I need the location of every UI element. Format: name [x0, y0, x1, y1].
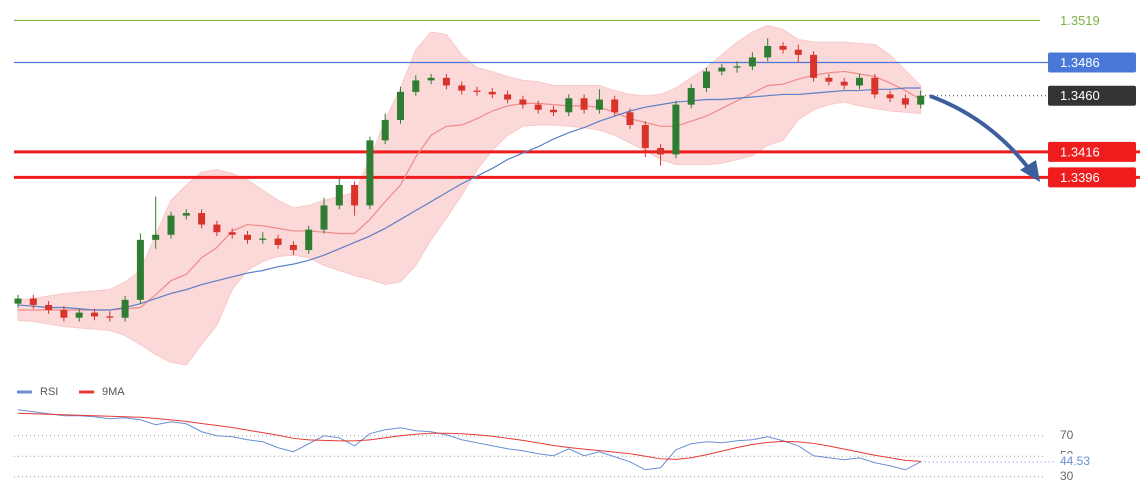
candle-body: [672, 104, 680, 155]
candle-body: [595, 99, 603, 110]
candle-body: [641, 125, 649, 148]
arrow-head: [1020, 160, 1040, 182]
moving-average: [17, 87, 921, 311]
level-label-box: [1048, 141, 1136, 162]
candle-body: [565, 98, 573, 113]
candle-body: [733, 66, 741, 68]
candle-body: [381, 119, 389, 141]
candle-body: [840, 81, 848, 86]
candle-body: [580, 98, 588, 110]
level-label: 1.3486: [1060, 55, 1100, 70]
level-label-box: [1048, 52, 1136, 73]
candle-body: [473, 90, 481, 92]
candle-body: [320, 205, 328, 230]
candle-body: [442, 77, 450, 86]
candle-body: [810, 54, 818, 78]
level-label: 1.3519: [1060, 13, 1100, 28]
plot: 1.35191.34861.34601.34161.3396305070RSI9…: [14, 13, 1140, 483]
level-label-box: [1048, 167, 1136, 188]
level-label-box: [1048, 85, 1136, 106]
candle-body: [748, 57, 756, 67]
y-tick-label: 30: [1060, 469, 1074, 483]
candle-body: [779, 45, 787, 50]
candle-body: [305, 229, 313, 251]
candle-body: [825, 77, 833, 82]
current-value-label: 44.53: [1060, 454, 1090, 468]
candle-body: [351, 185, 359, 206]
candle-body: [136, 239, 144, 300]
candle-body: [45, 304, 53, 311]
candle-body: [152, 234, 160, 240]
candle-body: [289, 244, 297, 251]
candle-body: [335, 185, 343, 206]
candle-body: [519, 99, 527, 105]
candle-body: [198, 213, 206, 225]
candle-body: [14, 298, 22, 304]
candle-body: [213, 224, 221, 233]
candle-body: [182, 213, 190, 216]
candle-body: [244, 234, 251, 240]
candle-body: [917, 95, 925, 105]
candle-body: [60, 310, 68, 318]
candle-body: [550, 109, 557, 113]
candle-body: [259, 238, 267, 240]
candle-body: [886, 94, 894, 99]
candle-body: [397, 91, 404, 120]
candle-body: [534, 104, 542, 110]
candle-body: [458, 85, 466, 91]
y-tick-label: 70: [1060, 428, 1074, 442]
candle-body: [488, 91, 496, 95]
candle-body: [427, 77, 435, 81]
candle-body: [29, 298, 37, 305]
candle-body: [412, 80, 420, 92]
candle-body: [764, 45, 772, 58]
candle-body: [611, 99, 619, 113]
candle-body: [274, 238, 282, 245]
level-label: 1.3460: [1060, 88, 1100, 103]
candle-body: [121, 299, 129, 318]
candle-body: [366, 140, 374, 206]
candle-body: [106, 316, 114, 318]
candle-body: [75, 312, 83, 318]
rsi-line: [17, 409, 921, 471]
current-value-box: [1056, 453, 1096, 470]
candle-body: [856, 77, 863, 86]
candle-body: [871, 77, 879, 95]
arrow: [929, 94, 1032, 172]
legend-label: RSI: [40, 386, 58, 398]
candle-body: [626, 112, 634, 126]
candle-body: [504, 94, 512, 100]
rsi-line: [17, 412, 921, 462]
level-label: 1.3416: [1060, 144, 1100, 159]
candle-body: [228, 232, 236, 235]
candle-body: [687, 88, 695, 105]
candle-body: [167, 215, 175, 235]
candle-body: [91, 312, 98, 317]
candle-body: [703, 71, 710, 89]
level-label: 1.3396: [1060, 170, 1100, 185]
candle-body: [901, 98, 909, 105]
candle-body: [718, 67, 726, 72]
candle-body: [657, 148, 665, 155]
candle-body: [794, 49, 802, 55]
legend-label: 9MA: [102, 386, 125, 398]
moving-average: [18, 70, 922, 311]
